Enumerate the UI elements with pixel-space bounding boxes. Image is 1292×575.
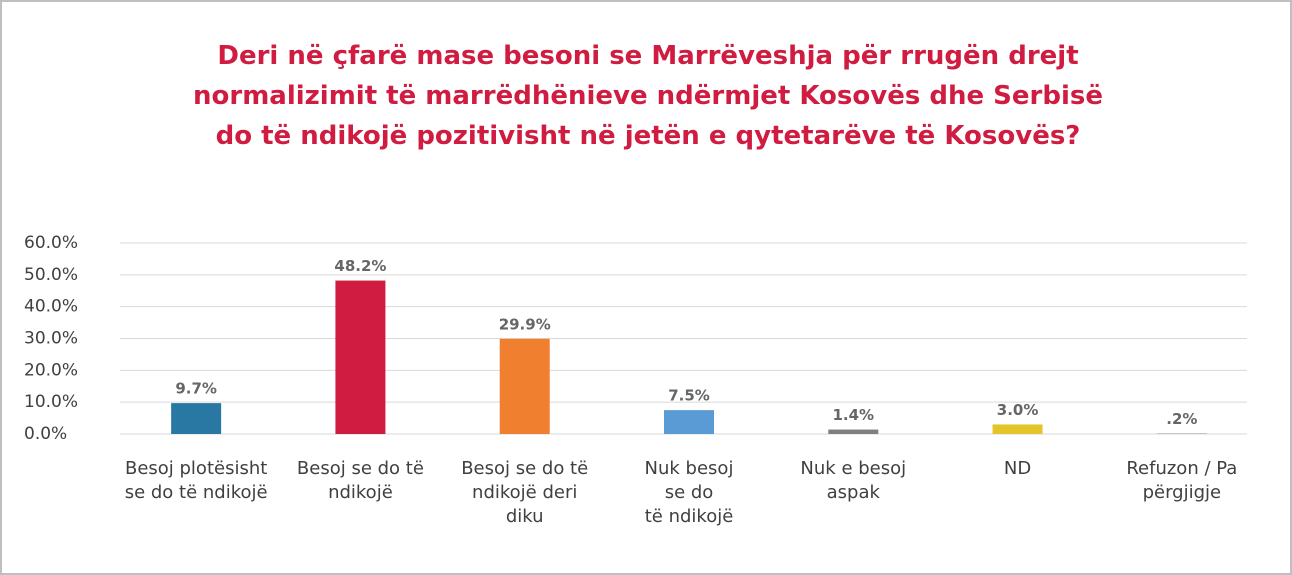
x-tick-label: Besoj plotësisht se do të ndikojë bbox=[124, 458, 268, 503]
y-tick-label: 0.0% bbox=[24, 424, 67, 444]
bar bbox=[1156, 433, 1207, 434]
value-label: 29.9% bbox=[499, 315, 551, 333]
x-tick-label: Nuk e besoj aspak bbox=[800, 458, 907, 503]
x-tick-label: ND bbox=[1003, 458, 1032, 479]
bar bbox=[992, 424, 1043, 434]
y-tick-label: 60.0% bbox=[24, 233, 78, 253]
x-tick-label: Besoj se do të ndikojë bbox=[296, 458, 424, 503]
bar bbox=[828, 429, 879, 434]
bar bbox=[335, 280, 386, 434]
value-label: 9.7% bbox=[175, 380, 217, 398]
y-tick-label: 20.0% bbox=[24, 360, 78, 380]
chart-title: Deri në çfarë mase besoni se Marrëveshja… bbox=[193, 41, 1103, 151]
bar bbox=[664, 410, 714, 434]
y-tick-label: 10.0% bbox=[24, 392, 78, 412]
y-tick-label: 40.0% bbox=[24, 297, 78, 317]
x-tick-label: Nuk besoj se do të ndikojë bbox=[644, 458, 734, 527]
x-tick-label: Besoj se do të ndikojë deri diku bbox=[461, 458, 589, 527]
bar bbox=[499, 338, 550, 434]
value-label: 1.4% bbox=[832, 406, 874, 424]
x-tick-label: Refuzon / Pa përgjigje bbox=[1126, 458, 1238, 503]
value-label: 48.2% bbox=[334, 257, 386, 275]
y-tick-label: 50.0% bbox=[24, 265, 78, 285]
value-label: .2% bbox=[1166, 410, 1197, 428]
y-tick-label: 30.0% bbox=[24, 329, 78, 349]
value-label: 3.0% bbox=[997, 401, 1039, 419]
bar bbox=[171, 403, 222, 434]
value-label: 7.5% bbox=[668, 387, 710, 405]
